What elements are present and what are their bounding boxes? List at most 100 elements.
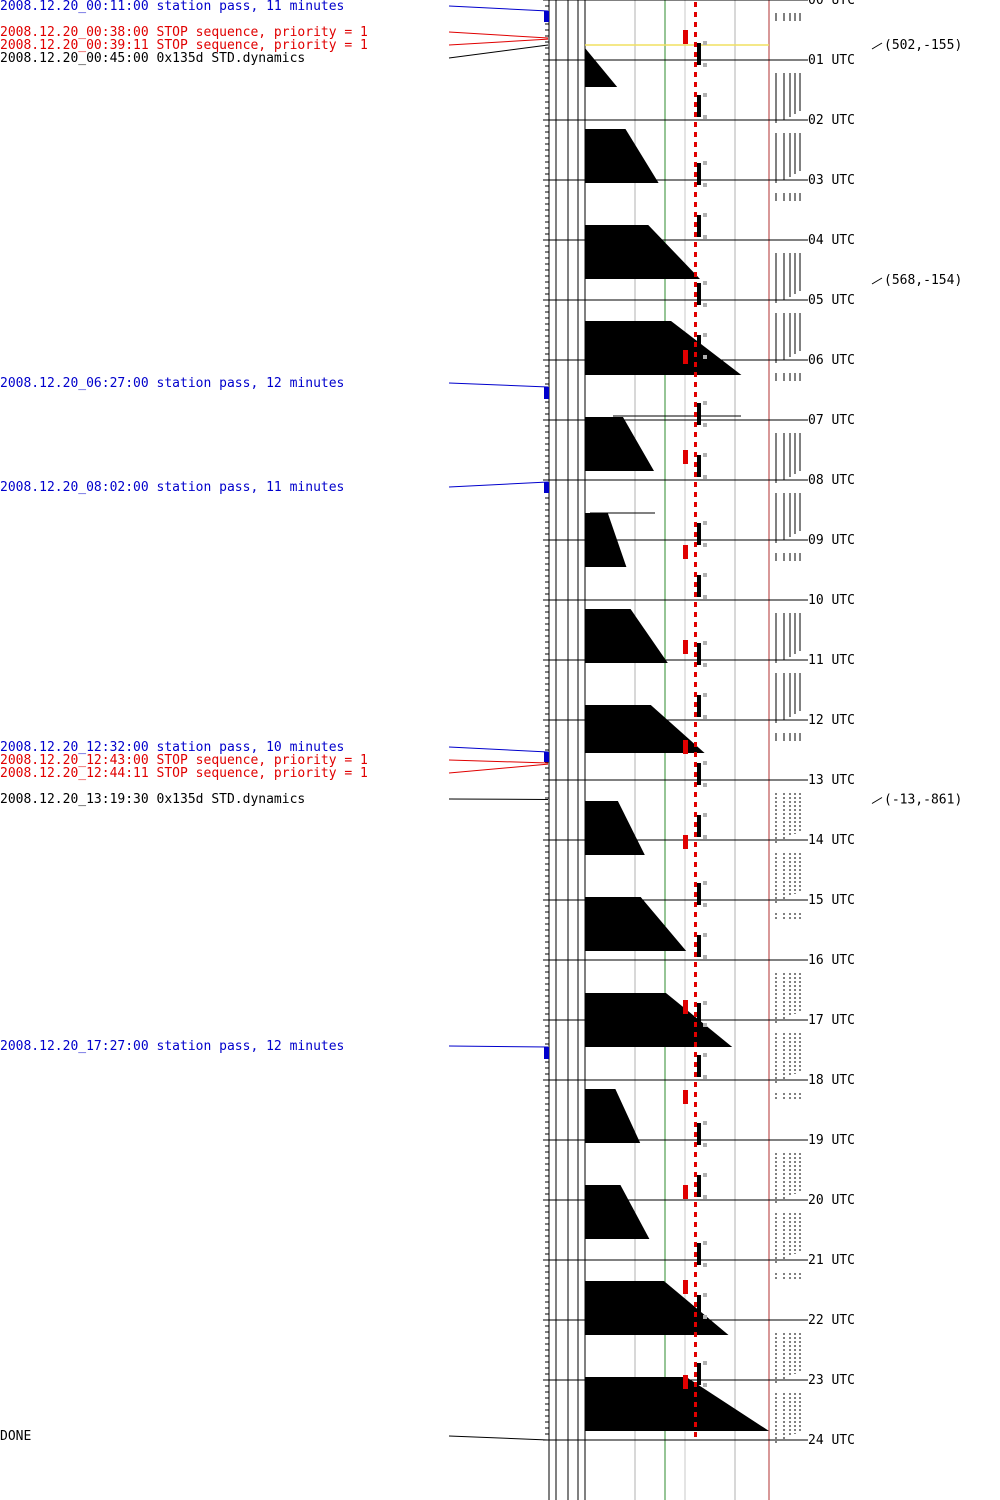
hour-label: 09 UTC: [808, 533, 855, 548]
dash-mark: [694, 122, 697, 127]
gray-marker: [703, 1241, 707, 1245]
dash-mark: [694, 1242, 697, 1247]
gray-marker: [703, 761, 707, 765]
hour-label: 10 UTC: [808, 593, 855, 608]
red-bar: [683, 450, 688, 464]
dash-mark: [694, 692, 697, 697]
red-bar: [683, 350, 688, 364]
dash-mark: [694, 1372, 697, 1377]
dash-mark: [694, 222, 697, 227]
dash-mark: [694, 342, 697, 347]
hour-label: 11 UTC: [808, 653, 855, 668]
dash-mark: [694, 312, 697, 317]
dash-mark: [694, 1022, 697, 1027]
dash-mark: [694, 1232, 697, 1237]
black-marker: [697, 335, 701, 357]
dash-mark: [694, 1362, 697, 1367]
dash-mark: [694, 1122, 697, 1127]
coordinate-label: (568,-154): [884, 273, 962, 288]
hour-label: 07 UTC: [808, 413, 855, 428]
activity-wedge: [585, 897, 687, 951]
coord-pointer: [871, 42, 883, 50]
activity-wedge: [585, 321, 742, 375]
dash-mark: [694, 772, 697, 777]
gray-marker: [703, 903, 707, 907]
dash-mark: [694, 532, 697, 537]
dash-mark: [694, 1302, 697, 1307]
gray-marker: [703, 881, 707, 885]
dash-mark: [694, 432, 697, 437]
activity-wedge: [585, 129, 659, 183]
dash-mark: [694, 512, 697, 517]
dash-mark: [694, 1272, 697, 1277]
dash-mark: [694, 612, 697, 617]
red-bar: [683, 545, 688, 559]
station-pass-bar: [544, 387, 549, 399]
black-marker: [697, 815, 701, 837]
dash-mark: [694, 1052, 697, 1057]
black-marker: [697, 763, 701, 785]
dash-mark: [694, 752, 697, 757]
dash-mark: [694, 682, 697, 687]
red-bar: [683, 1000, 688, 1014]
dash-mark: [694, 652, 697, 657]
gray-marker: [703, 423, 707, 427]
activity-wedge: [585, 1185, 650, 1239]
dash-mark: [694, 602, 697, 607]
dash-mark: [694, 1352, 697, 1357]
dash-mark: [694, 72, 697, 77]
black-marker: [697, 1003, 701, 1025]
gray-marker: [703, 475, 707, 479]
event-label: 2008.12.20_00:39:11 STOP sequence, prior…: [0, 38, 368, 53]
gray-marker: [703, 1263, 707, 1267]
dash-mark: [694, 702, 697, 707]
activity-wedge: [585, 1281, 729, 1335]
dash-mark: [694, 1382, 697, 1387]
dash-mark: [694, 522, 697, 527]
dash-mark: [694, 1152, 697, 1157]
black-marker: [697, 403, 701, 425]
black-marker: [697, 523, 701, 545]
coord-pointer: [871, 277, 883, 285]
dash-mark: [694, 412, 697, 417]
dash-mark: [694, 1172, 697, 1177]
hour-label: 18 UTC: [808, 1073, 855, 1088]
dash-mark: [694, 822, 697, 827]
red-bar: [683, 1375, 688, 1389]
dash-mark: [694, 282, 697, 287]
event-leader-line: [448, 31, 549, 39]
gray-marker: [703, 453, 707, 457]
black-marker: [697, 575, 701, 597]
hour-label: 22 UTC: [808, 1313, 855, 1328]
hour-label: 15 UTC: [808, 893, 855, 908]
dash-mark: [694, 932, 697, 937]
gray-marker: [703, 693, 707, 697]
gray-marker: [703, 93, 707, 97]
red-bar: [683, 740, 688, 754]
dash-mark: [694, 742, 697, 747]
black-marker: [697, 1175, 701, 1197]
gray-marker: [703, 1293, 707, 1297]
event-leader-line: [448, 1045, 549, 1048]
hour-label: 14 UTC: [808, 833, 855, 848]
activity-wedge: [585, 801, 645, 855]
gray-marker: [703, 543, 707, 547]
gray-marker: [703, 115, 707, 119]
dash-mark: [694, 132, 697, 137]
dash-mark: [694, 1402, 697, 1407]
dash-mark: [694, 1072, 697, 1077]
gray-marker: [703, 1143, 707, 1147]
gray-marker: [703, 573, 707, 577]
dash-mark: [694, 942, 697, 947]
dash-mark: [694, 1132, 697, 1137]
dash-mark: [694, 982, 697, 987]
black-marker: [697, 1055, 701, 1077]
dash-mark: [694, 972, 697, 977]
gray-marker: [703, 1195, 707, 1199]
dash-mark: [694, 262, 697, 267]
black-marker: [697, 1123, 701, 1145]
hour-label: 03 UTC: [808, 173, 855, 188]
dash-mark: [694, 962, 697, 967]
event-leader-line: [448, 44, 549, 59]
